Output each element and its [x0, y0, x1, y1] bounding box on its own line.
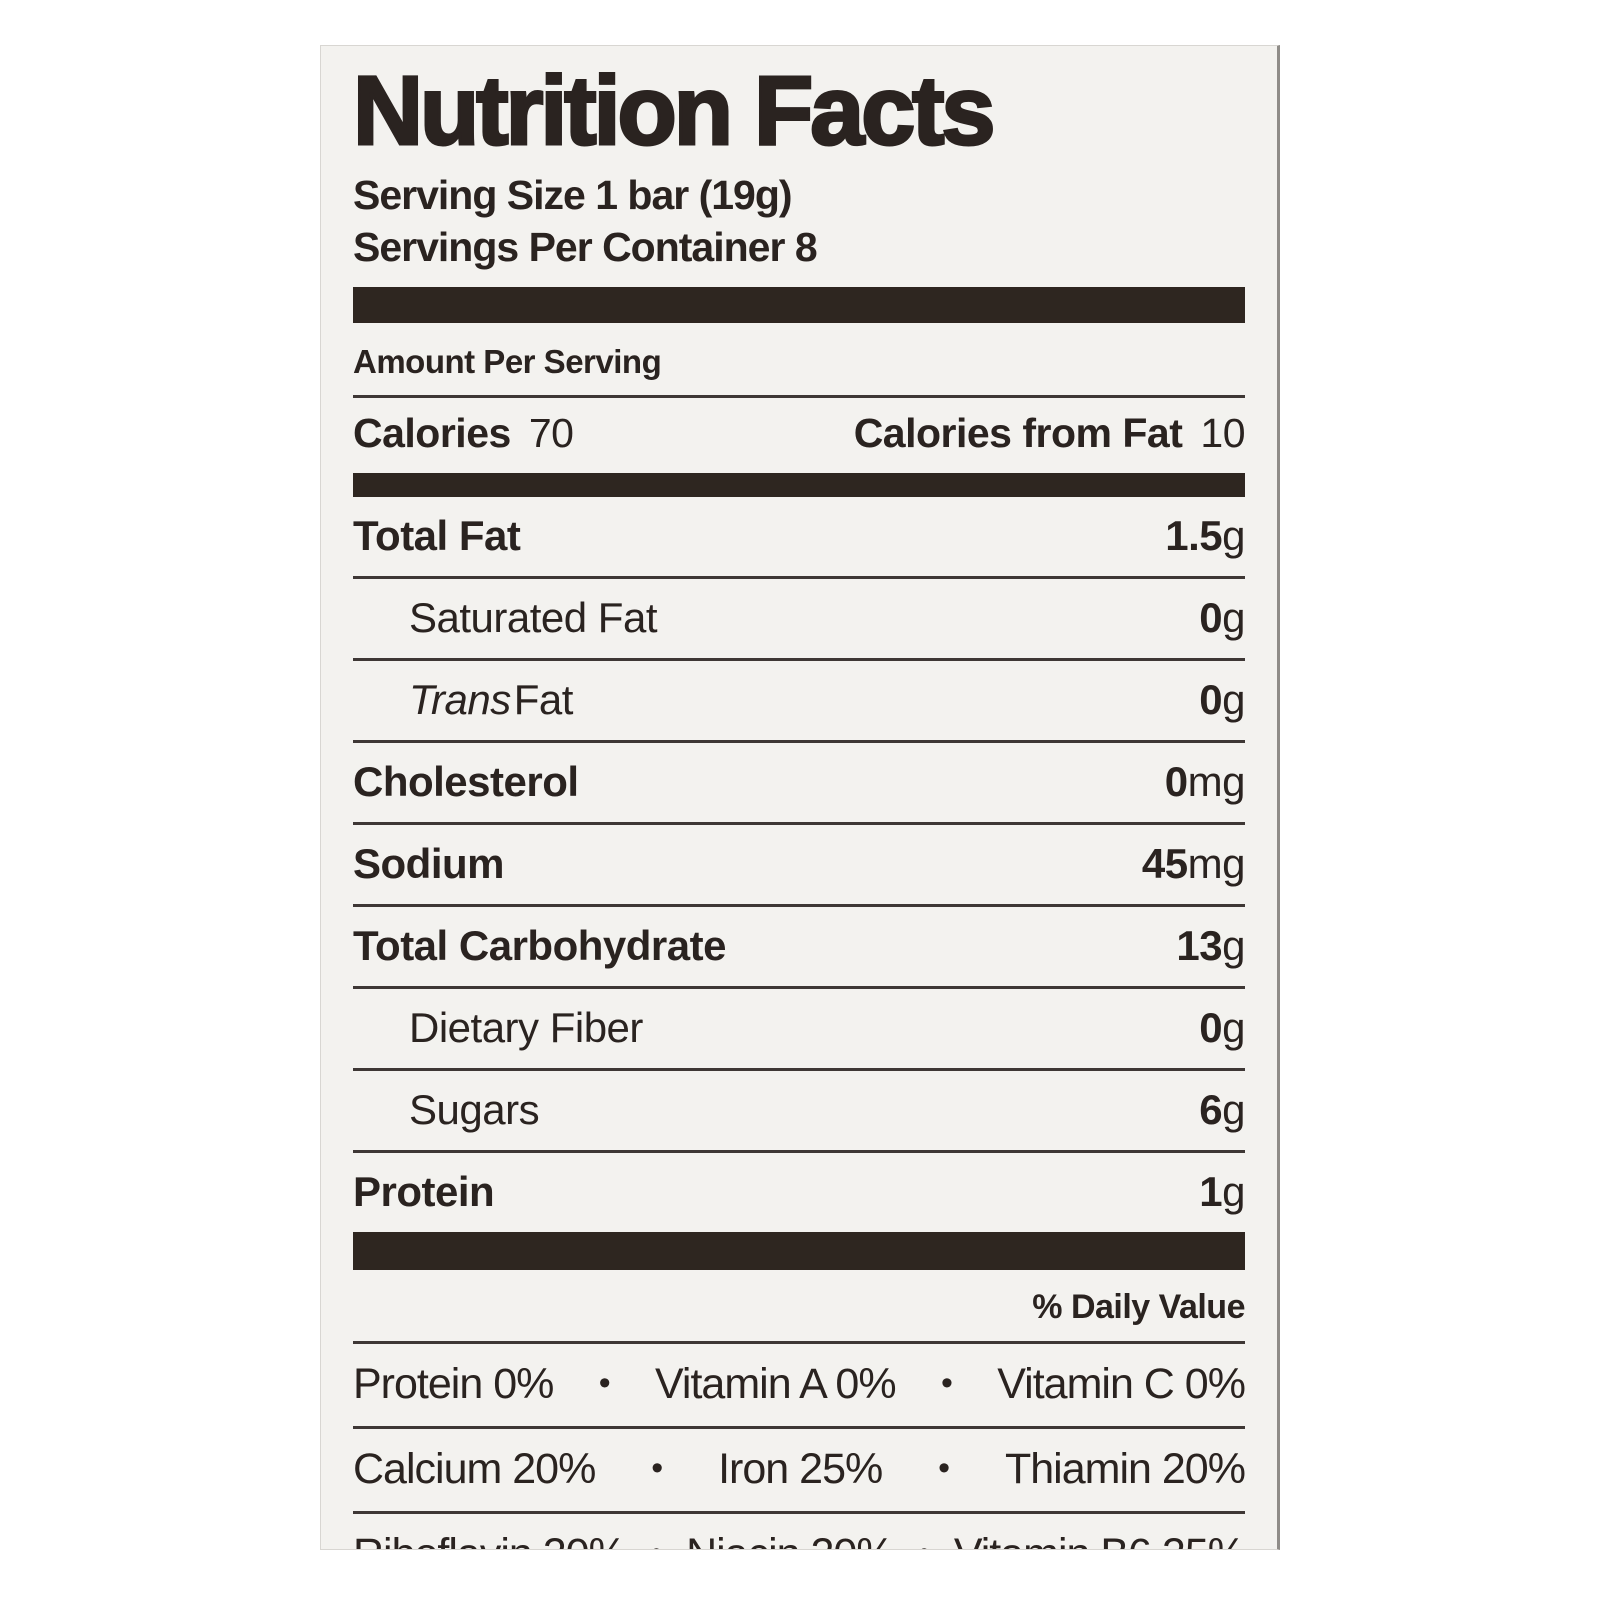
bullet-icon: • [651, 1536, 663, 1549]
nutrient-value: 13g [1176, 922, 1245, 970]
amount-per-serving-heading: Amount Per Serving [353, 343, 662, 381]
calories-label: Calories [353, 410, 511, 457]
calories-row: Calories 70 Calories from Fat 10 [353, 398, 1245, 473]
vitamin-item: Vitamin B6 25% [954, 1530, 1246, 1549]
daily-value-heading: % Daily Value [1032, 1288, 1245, 1327]
nutrient-row-cholesterol: Cholesterol 0mg [353, 740, 1246, 822]
calories-from-fat-label: Calories from Fat [853, 410, 1183, 457]
servings-per-container: Servings Per Container 8 [353, 224, 818, 271]
nutrient-row-total-fat: Total Fat 1.5g [353, 497, 1245, 576]
vitamin-item: Protein 0% [353, 1360, 554, 1409]
bullet-icon: • [651, 1449, 663, 1488]
trans-italic: Trans [409, 676, 511, 724]
nutrient-row-dietary-fiber: Dietary Fiber 0g [353, 986, 1245, 1068]
bullet-icon: • [940, 1364, 953, 1403]
nutrient-name: Total Fat [353, 512, 521, 560]
calories-value: 70 [528, 410, 574, 457]
vitamin-item: Iron 25% [718, 1445, 883, 1494]
nutrient-value: 0g [1199, 594, 1245, 642]
bullet-icon: • [938, 1449, 950, 1488]
vitamin-row-1: Protein 0% • Vitamin A 0% • Vitamin C 0% [353, 1341, 1246, 1426]
nutrient-name: Cholesterol [353, 758, 579, 806]
separator-bar-top [353, 287, 1245, 324]
nutrient-name: TransFat [409, 676, 573, 724]
nutrient-row-protein: Protein 1g [353, 1150, 1245, 1232]
vitamin-item: Niacin 20% [686, 1530, 894, 1549]
vitamin-row-2: Calcium 20% • Iron 25% • Thiamin 20% [353, 1426, 1246, 1511]
serving-info: Serving Size 1 bar (19g) Servings Per Co… [353, 169, 1245, 273]
nutrient-value: 0g [1199, 1004, 1245, 1052]
nutrient-name: Protein [353, 1168, 495, 1216]
bullet-icon: • [918, 1536, 930, 1549]
nutrient-name: Sodium [353, 840, 505, 888]
bullet-icon: • [598, 1364, 611, 1403]
nutrient-row-sodium: Sodium 45mg [353, 822, 1246, 904]
serving-size: Serving Size 1 bar (19g) [353, 172, 793, 218]
nutrient-name: Dietary Fiber [409, 1004, 643, 1052]
vitamin-item: Thiamin 20% [1005, 1445, 1246, 1494]
nutrient-value: 1g [1199, 1168, 1245, 1216]
rule [353, 395, 1245, 399]
calories-from-fat: Calories from Fat 10 [853, 410, 1246, 457]
nutrient-row-saturated-fat: Saturated Fat 0g [353, 576, 1245, 658]
calories: Calories 70 [353, 410, 574, 457]
vitamin-item: Vitamin A 0% [655, 1360, 897, 1409]
nutrient-name: Saturated Fat [409, 594, 657, 642]
nutrient-value: 0g [1199, 676, 1245, 724]
vitamin-item: Calcium 20% [353, 1445, 596, 1494]
nutrition-facts-label: Nutrition Facts Serving Size 1 bar (19g)… [320, 45, 1280, 1550]
calories-from-fat-value: 10 [1200, 410, 1245, 457]
vitamin-item: Riboflavin 20% [353, 1530, 627, 1549]
nutrient-value: 6g [1199, 1086, 1245, 1134]
nutrient-name: Total Carbohydrate [353, 922, 726, 970]
nutrient-row-trans-fat: TransFat 0g [353, 658, 1245, 740]
label-title: Nutrition Facts [352, 56, 997, 165]
separator-bar-calories [353, 473, 1245, 498]
nutrient-value: 1.5g [1165, 512, 1245, 560]
separator-bar-bottom [353, 1232, 1245, 1271]
nutrient-name: Sugars [409, 1086, 540, 1134]
nutrient-row-sugars: Sugars 6g [353, 1068, 1245, 1150]
vitamin-item: Vitamin C 0% [997, 1360, 1246, 1409]
vitamin-row-3: Riboflavin 20% • Niacin 20% • Vitamin B6… [353, 1511, 1246, 1549]
nutrient-value: 0mg [1164, 758, 1246, 806]
nutrient-row-total-carbohydrate: Total Carbohydrate 13g [353, 904, 1245, 986]
nutrient-value: 45mg [1141, 840, 1246, 888]
